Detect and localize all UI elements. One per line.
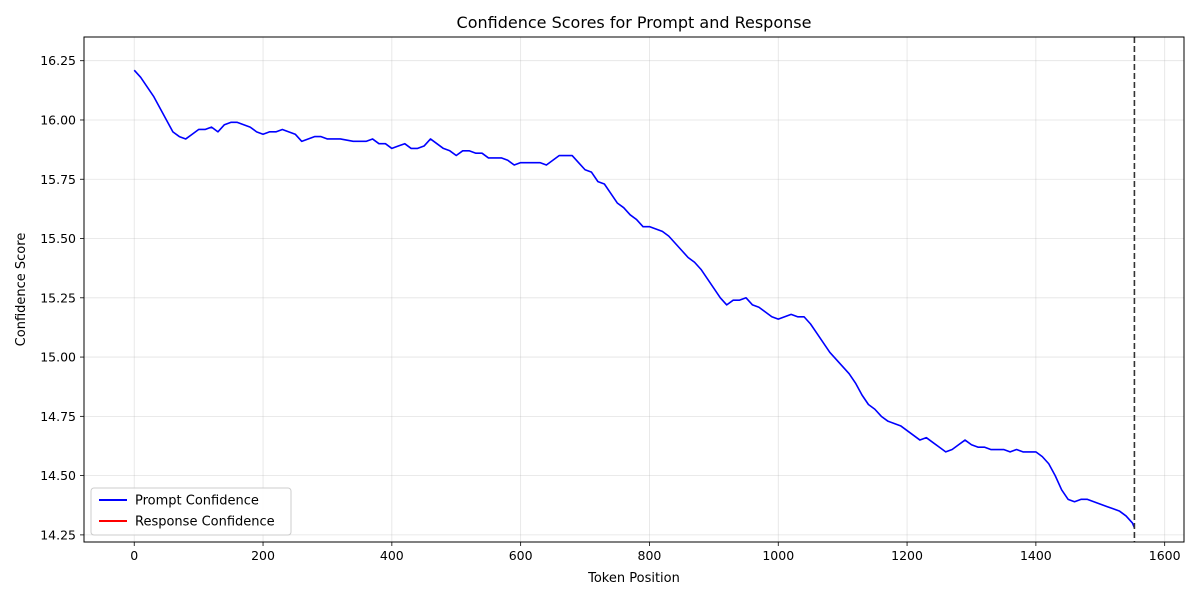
y-tick-label: 14.25	[40, 527, 76, 542]
x-tick-label: 1200	[891, 548, 923, 563]
y-tick-label: 15.25	[40, 290, 76, 305]
x-tick-label: 400	[380, 548, 404, 563]
x-tick-label: 0	[130, 548, 138, 563]
y-axis-label: Confidence Score	[14, 233, 29, 347]
grid	[84, 37, 1184, 542]
x-tick-label: 1000	[762, 548, 794, 563]
axes-frame	[83, 36, 1185, 543]
y-tick-label: 16.00	[40, 112, 76, 127]
x-axis-label: Token Position	[587, 571, 680, 586]
y-tick-label: 15.50	[40, 231, 76, 246]
ticks: 0 200 400 600 800 1000 1200 1400 1600 14.25 14.50 1…	[40, 53, 1180, 563]
legend-label-prompt: Prompt Confidence	[135, 494, 259, 509]
legend-label-response: Response Confidence	[135, 515, 275, 530]
x-tick-label: 1600	[1149, 548, 1181, 563]
chart-title: Confidence Scores for Prompt and Respons…	[457, 13, 812, 32]
x-tick-label: 800	[638, 548, 662, 563]
x-tick-label: 1400	[1020, 548, 1052, 563]
y-tick-label: 14.75	[40, 409, 76, 424]
x-tick-label: 600	[509, 548, 533, 563]
series-line-0	[133, 69, 1136, 529]
y-tick-label: 15.00	[40, 350, 76, 365]
legend: Prompt Confidence Response Confidence	[90, 487, 292, 536]
plot-lines	[133, 37, 1136, 542]
x-tick-label: 200	[251, 548, 275, 563]
y-tick-label: 16.25	[40, 53, 76, 68]
legend-box	[90, 487, 292, 536]
y-tick-label: 14.50	[40, 468, 76, 483]
y-tick-label: 15.75	[40, 172, 76, 187]
